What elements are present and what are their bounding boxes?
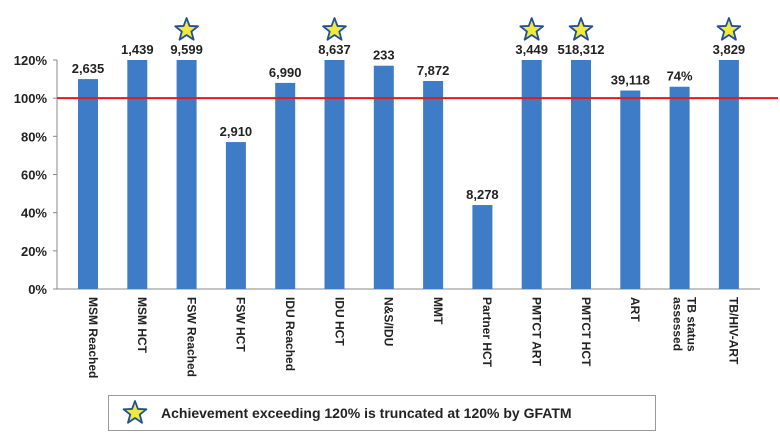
data-label: 2,910 bbox=[220, 124, 253, 139]
category-label: FSW Reached bbox=[184, 297, 198, 377]
data-label: 518,312 bbox=[558, 42, 605, 57]
bar bbox=[225, 142, 246, 289]
y-tick-label: 120% bbox=[14, 53, 48, 68]
svg-text:assessed: assessed bbox=[670, 297, 684, 351]
data-label: 3,829 bbox=[713, 42, 746, 57]
category-label: N&S/IDU bbox=[382, 297, 396, 346]
bar bbox=[571, 60, 591, 289]
bar bbox=[275, 82, 296, 290]
data-label: 8,278 bbox=[466, 187, 499, 202]
category-label: MSM HCT bbox=[135, 297, 149, 354]
bar bbox=[373, 65, 394, 289]
y-tick-label: 40% bbox=[21, 206, 47, 221]
bar bbox=[472, 205, 493, 289]
svg-text:Partner HCT: Partner HCT bbox=[480, 297, 494, 368]
star-icon bbox=[716, 17, 742, 41]
svg-text:N&S/IDU: N&S/IDU bbox=[382, 297, 396, 346]
bar bbox=[176, 60, 197, 289]
svg-text:TB/HIV-ART: TB/HIV-ART bbox=[727, 297, 741, 365]
data-label: 1,439 bbox=[121, 42, 154, 57]
svg-text:MMT: MMT bbox=[431, 297, 445, 325]
data-label: 2,635 bbox=[72, 61, 105, 76]
svg-text:MSM HCT: MSM HCT bbox=[135, 297, 149, 354]
data-label: 9,599 bbox=[170, 42, 203, 57]
svg-text:IDU HCT: IDU HCT bbox=[332, 297, 346, 346]
legend-text: Achievement exceeding 120% is truncated … bbox=[161, 405, 572, 421]
category-label: MSM Reached bbox=[86, 297, 100, 378]
svg-text:PMTCT HCT: PMTCT HCT bbox=[579, 297, 593, 367]
svg-text:FSW HCT: FSW HCT bbox=[234, 297, 248, 352]
category-label: ART bbox=[628, 297, 642, 322]
category-label: IDU HCT bbox=[332, 297, 346, 346]
y-axis: 0% 20% 40% 60% 80% 100% 120% bbox=[14, 53, 760, 297]
category-labels-group: MSM Reached MSM HCT FSW Reached FSW HCT IDU … bbox=[86, 297, 741, 378]
star-icon bbox=[174, 17, 199, 41]
category-label: FSW HCT bbox=[234, 297, 248, 352]
bars-group bbox=[78, 60, 739, 290]
data-label: 39,118 bbox=[611, 73, 650, 88]
bar bbox=[620, 90, 641, 290]
y-tick-label: 20% bbox=[21, 244, 47, 259]
svg-text:MSM Reached: MSM Reached bbox=[86, 297, 100, 378]
category-label: PMTCT ART bbox=[530, 297, 544, 367]
data-label: 233 bbox=[373, 48, 395, 63]
svg-text:IDU Reached: IDU Reached bbox=[283, 297, 297, 371]
svg-text:FSW Reached: FSW Reached bbox=[184, 297, 198, 377]
bar bbox=[521, 60, 542, 289]
data-label: 6,990 bbox=[269, 65, 302, 80]
star-icon bbox=[322, 17, 347, 41]
star-icon bbox=[519, 17, 545, 41]
y-tick-label: 0% bbox=[28, 282, 47, 297]
data-label: 8,637 bbox=[318, 42, 351, 57]
y-tick-label: 100% bbox=[14, 91, 48, 106]
y-tick-label: 60% bbox=[21, 168, 47, 183]
legend: Achievement exceeding 120% is truncated … bbox=[108, 395, 656, 431]
stars-group bbox=[174, 17, 742, 41]
category-label: MMT bbox=[431, 297, 445, 325]
data-label: 3,449 bbox=[515, 42, 548, 57]
data-label: 74% bbox=[667, 69, 693, 84]
category-label: PMTCT HCT bbox=[579, 297, 593, 367]
bar bbox=[423, 80, 444, 289]
category-label: IDU Reached bbox=[283, 297, 297, 371]
category-label: Partner HCT bbox=[480, 297, 494, 368]
svg-text:ART: ART bbox=[628, 297, 642, 322]
bar bbox=[669, 86, 690, 289]
bar bbox=[718, 60, 739, 289]
data-label: 7,872 bbox=[417, 63, 450, 78]
bar bbox=[78, 79, 98, 289]
svg-text:PMTCT ART: PMTCT ART bbox=[530, 297, 544, 367]
svg-text:TB status: TB status bbox=[684, 297, 698, 352]
data-labels-group: 2,635 1,439 9,599 2,910 6,990 8,637 233 7,872 8,… bbox=[72, 42, 745, 202]
bar bbox=[324, 60, 345, 289]
star-icon bbox=[568, 17, 594, 41]
category-label: TB/HIV-ART bbox=[727, 297, 741, 365]
bar bbox=[127, 60, 148, 289]
y-tick-label: 80% bbox=[21, 129, 47, 144]
star-icon bbox=[122, 400, 148, 424]
